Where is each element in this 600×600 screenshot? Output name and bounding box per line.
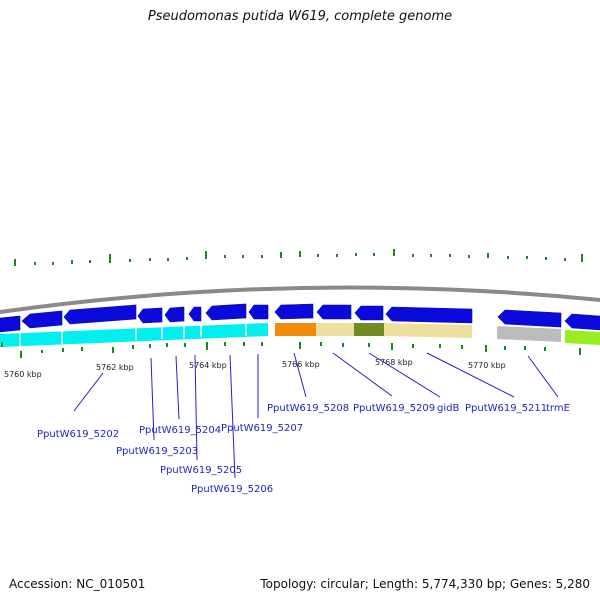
feature-segment xyxy=(384,323,472,338)
feature-segment xyxy=(354,323,384,336)
cds-arrow xyxy=(164,306,185,323)
coord-label: 5768 kbp xyxy=(375,358,413,367)
coord-label: 5764 kbp xyxy=(189,361,227,370)
gene-labels: PputW619_5202 PputW619_5203 PputW619_520… xyxy=(37,403,570,495)
genome-backbone xyxy=(0,285,600,314)
gene-label-pputw619-5207[interactable]: PputW619_5207 xyxy=(221,423,303,434)
gene-label-pputw619-5202[interactable]: PputW619_5202 xyxy=(37,429,119,440)
cds-arrow xyxy=(497,309,562,328)
gene-label-gidb[interactable]: gidB xyxy=(437,403,459,414)
coord-label: 5762 kbp xyxy=(96,363,134,372)
cds-arrow xyxy=(354,305,384,321)
cds-arrow xyxy=(63,304,137,325)
accession-label: Accession: NC_010501 xyxy=(9,577,146,591)
feature-segment xyxy=(565,330,600,345)
coordinate-ticks xyxy=(1,342,581,358)
cds-arrow xyxy=(137,307,163,324)
label-leader-lines xyxy=(73,352,559,479)
cds-arrow xyxy=(205,303,247,321)
cds-arrow xyxy=(274,303,314,320)
cds-arrow xyxy=(188,306,202,322)
forward-strand-track xyxy=(0,303,600,333)
topology-label: Topology: circular; Length: 5,774,330 bp… xyxy=(260,577,590,591)
coordinate-labels: 5760 kbp 5762 kbp 5764 kbp 5766 kbp 5768… xyxy=(4,358,506,379)
cds-arrow xyxy=(248,304,269,320)
feature-segment xyxy=(316,323,354,336)
cds-arrow xyxy=(564,313,600,331)
cds-arrow xyxy=(385,306,473,324)
gene-label-pputw619-5209[interactable]: PputW619_5209 xyxy=(353,403,435,414)
feature-track xyxy=(0,323,600,347)
cds-arrow xyxy=(316,304,352,320)
gene-label-pputw619-5204[interactable]: PputW619_5204 xyxy=(139,425,221,436)
gene-label-pputw619-5205[interactable]: PputW619_5205 xyxy=(160,465,242,476)
gene-label-pputw619-5208[interactable]: PputW619_5208 xyxy=(267,403,349,414)
cds-arrow xyxy=(0,315,21,333)
feature-segment xyxy=(275,323,316,336)
gene-label-pputw619-5206[interactable]: PputW619_5206 xyxy=(191,484,273,495)
coord-label: 5770 kbp xyxy=(468,361,506,370)
cds-arrow xyxy=(21,310,63,329)
coord-label: 5766 kbp xyxy=(282,360,320,369)
gene-label-trme[interactable]: trmE xyxy=(546,403,570,414)
feature-segment xyxy=(497,326,561,342)
coord-label: 5760 kbp xyxy=(4,370,42,379)
gene-label-pputw619-5203[interactable]: PputW619_5203 xyxy=(116,446,198,457)
genome-title: Pseudomonas putida W619, complete genome xyxy=(147,9,453,24)
gc-skew-track xyxy=(14,249,583,266)
gene-label-pputw619-5211[interactable]: PputW619_5211 xyxy=(465,403,547,414)
